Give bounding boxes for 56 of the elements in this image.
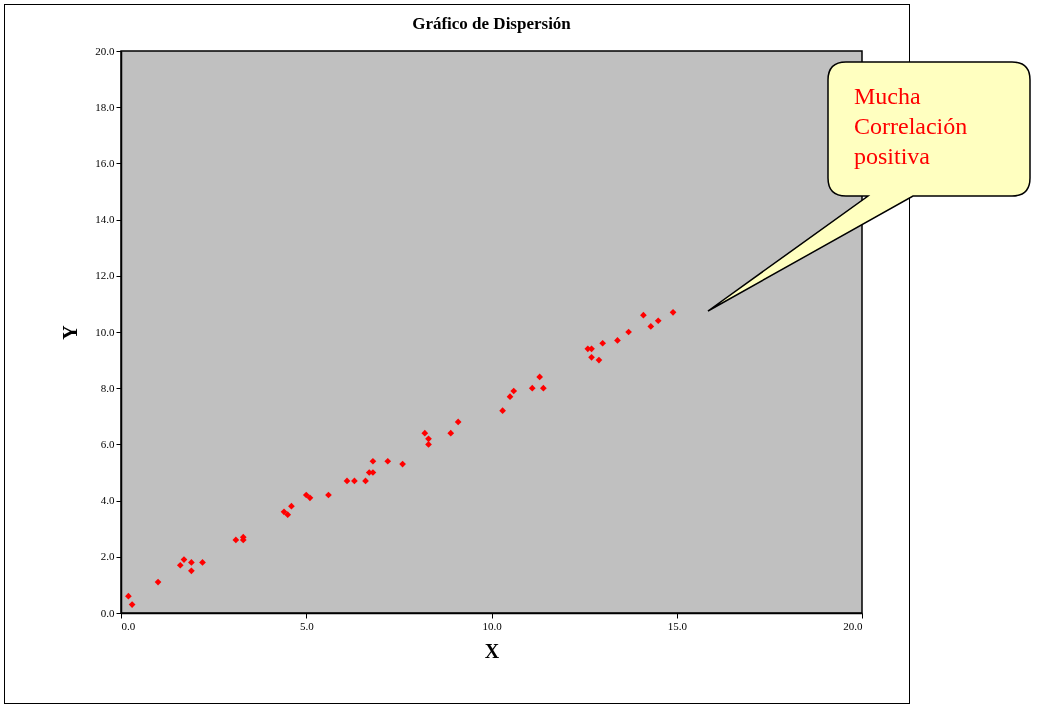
y-tick-label: 8.0: [100, 381, 115, 394]
point: [188, 567, 195, 575]
point: [125, 592, 132, 600]
point: [454, 418, 462, 426]
x-tick-label: 20.0: [843, 619, 863, 632]
x-tick-label: 0.0: [121, 619, 136, 632]
point: [288, 502, 295, 510]
point: [614, 337, 621, 344]
y-tick-label: 4.0: [100, 494, 115, 507]
point: [425, 441, 432, 448]
point: [528, 384, 536, 392]
point: [499, 407, 506, 415]
point: [369, 457, 377, 465]
y-tick-label: 16.0: [95, 156, 115, 169]
point: [384, 457, 392, 465]
y-tick-label: 12.0: [95, 269, 115, 282]
point: [595, 356, 603, 364]
x-tick-label: 10.0: [482, 619, 503, 632]
point: [536, 373, 544, 381]
point: [425, 435, 432, 443]
point: [154, 578, 162, 586]
point: [302, 491, 310, 499]
x-axis-title: X: [484, 639, 500, 662]
point: [188, 559, 195, 566]
point: [447, 429, 455, 437]
point: [284, 511, 292, 518]
chart-title: Gráfico de Dispersión: [412, 14, 572, 33]
point: [176, 561, 184, 569]
point: [588, 345, 595, 353]
annotation: Mucha Correlación positiva: [854, 83, 968, 169]
y-tick-label: 18.0: [95, 100, 115, 113]
point: [540, 384, 547, 392]
point: [128, 601, 136, 608]
y-tick-label: 0.0: [100, 606, 115, 619]
point: [640, 311, 647, 319]
point: [232, 536, 240, 544]
point: [280, 508, 288, 516]
point: [351, 477, 358, 485]
y-tick-label: 6.0: [100, 437, 115, 450]
point: [510, 387, 518, 395]
y-tick-label: 2.0: [100, 550, 115, 563]
point: [599, 339, 606, 347]
x-tick-label: 15.0: [667, 619, 688, 632]
point: [421, 429, 429, 437]
y-axis-title: Y: [59, 324, 82, 340]
point: [588, 353, 595, 361]
y-tick-label: 20.0: [95, 44, 115, 57]
point: [343, 477, 351, 485]
point: [306, 494, 314, 502]
y-tick-label: 14.0: [95, 213, 115, 226]
point: [647, 323, 655, 330]
point: [669, 308, 677, 316]
y-tick-label: 10.0: [95, 325, 115, 338]
point: [199, 559, 206, 566]
x-tick-label: 5.0: [299, 619, 315, 632]
point: [654, 317, 662, 325]
